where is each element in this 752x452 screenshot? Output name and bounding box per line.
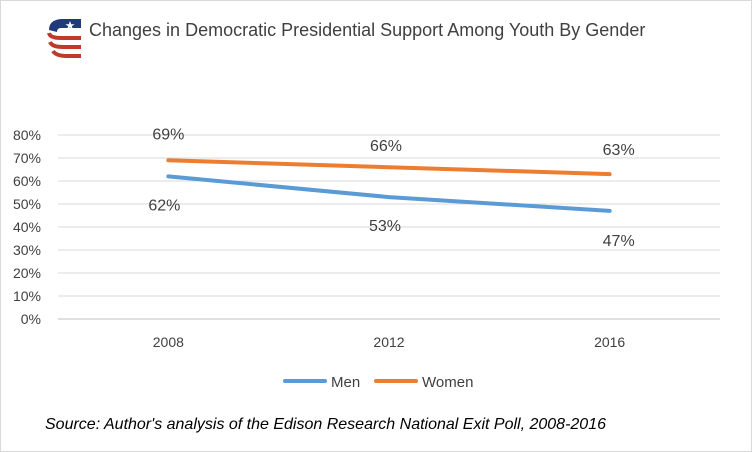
y-tick-label: 40%	[13, 219, 41, 235]
data-label: 53%	[369, 218, 401, 235]
data-label: 69%	[152, 126, 184, 143]
y-tick-label: 80%	[13, 127, 41, 143]
y-tick-label: 60%	[13, 173, 41, 189]
series-line-women	[166, 158, 612, 177]
y-tick-label: 50%	[13, 196, 41, 212]
source-note: Source: Author's analysis of the Edison …	[45, 416, 606, 433]
legend-label-men: Men	[331, 374, 360, 391]
data-label: 66%	[370, 138, 402, 155]
data-label: 63%	[603, 142, 635, 159]
data-label: 62%	[148, 197, 180, 214]
line-chart: 0% 10% 20% 30% 40% 50% 60% 70% 80% 2008 2012 2016 62…	[13, 126, 720, 391]
y-tick-label: 70%	[13, 150, 41, 166]
x-tick-label: 2016	[594, 334, 625, 350]
x-tick-label: 2012	[373, 334, 404, 350]
y-tick-label: 0%	[21, 311, 41, 327]
y-tick-label: 30%	[13, 242, 41, 258]
y-tick-label: 20%	[13, 265, 41, 281]
data-label: 47%	[603, 233, 635, 250]
y-tick-label: 10%	[13, 288, 41, 304]
legend-label-women: Women	[422, 374, 473, 391]
chart-title: Changes in Democratic Presidential Suppo…	[89, 20, 646, 40]
series-line-men	[166, 174, 612, 213]
x-tick-label: 2008	[153, 334, 184, 350]
flag-logo-icon	[47, 19, 81, 58]
